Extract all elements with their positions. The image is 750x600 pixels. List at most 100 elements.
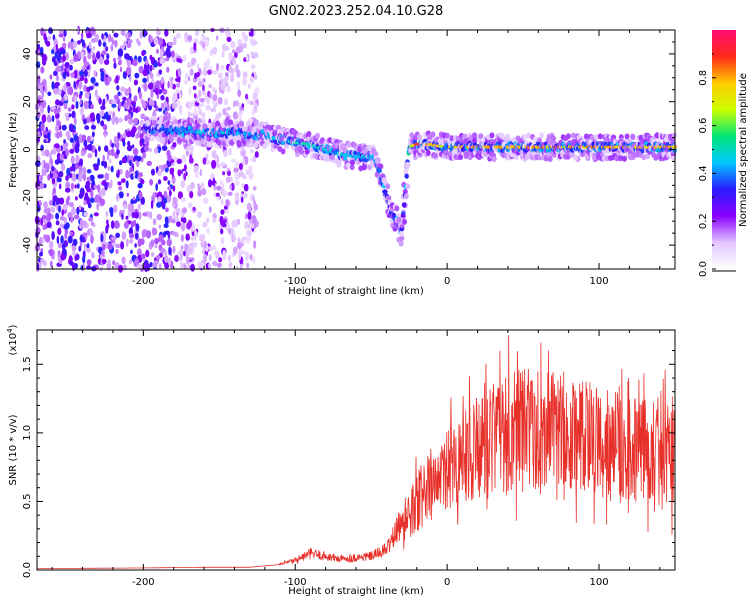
spectrogram-speckle	[235, 46, 241, 54]
spectrogram-speckle	[125, 238, 129, 248]
spectrogram-speckle	[206, 217, 210, 224]
spectrogram-speckle	[188, 157, 194, 164]
spectrogram-speckle	[145, 230, 152, 239]
spectrogram-speckle	[55, 43, 58, 51]
spectrogram-speckle	[241, 31, 246, 38]
spectrogram-halo	[265, 140, 271, 147]
spectrogram-speckle	[83, 100, 89, 110]
spectrogram-speckle	[158, 234, 164, 242]
spectrogram-speckle	[103, 124, 108, 131]
spectrogram-speckle	[141, 50, 146, 57]
snr-xlabel: Height of straight line (km)	[288, 586, 424, 597]
spectrogram-speckle	[136, 155, 142, 162]
spectrogram-speckle	[180, 180, 185, 189]
spectrogram-speckle	[163, 231, 166, 238]
spectrogram-xlabel: Height of straight line (km)	[288, 286, 424, 297]
spectrogram-speckle	[220, 237, 225, 245]
spectrogram-speckle	[251, 64, 256, 70]
spectrogram-speckle	[84, 244, 87, 252]
spectrogram-speckle	[84, 77, 88, 84]
spectrogram-speckle	[86, 135, 92, 143]
spectrogram-halo	[224, 120, 230, 127]
spectrogram-speckle	[87, 153, 93, 159]
spectrogram-speckle	[143, 62, 150, 72]
spectrogram-speckle	[231, 158, 236, 163]
spectrogram-speckle	[156, 27, 160, 34]
spectrogram-speckle	[253, 105, 257, 112]
spectrogram-speckle	[83, 200, 87, 206]
spectrogram-speckle	[39, 182, 45, 190]
spectrogram-speckle	[59, 223, 64, 229]
spectrogram-speckle	[248, 171, 254, 180]
spectrogram-speckle	[98, 145, 101, 152]
spectrogram-speckle	[73, 70, 78, 79]
spectrogram-speckle	[79, 70, 85, 77]
spectrogram-speckle	[178, 92, 182, 99]
spectrogram-halo	[228, 119, 234, 126]
spectrogram-speckle	[211, 245, 217, 251]
spectrogram-halo	[159, 114, 165, 121]
spectrogram-speckle	[215, 35, 219, 41]
spectrogram-speckle	[64, 93, 68, 100]
spectrogram-speckle	[37, 74, 41, 84]
spectrogram-speckle	[241, 174, 247, 180]
spectrogram-ytick-label: 40	[22, 48, 33, 61]
spectrogram-speckle	[71, 206, 76, 216]
spectrogram-speckle	[212, 70, 218, 75]
spectrogram-halo	[398, 240, 404, 247]
spectrogram-speckle	[167, 232, 171, 239]
spectrogram-speckle	[164, 207, 169, 213]
spectrogram-speckle	[51, 231, 55, 240]
spectrogram-halo	[216, 139, 222, 146]
spectrogram-speckle	[220, 228, 224, 235]
spectrogram-speckle	[119, 66, 123, 73]
spectrogram-speckle	[176, 57, 181, 63]
spectrogram-speckle	[114, 39, 118, 48]
spectrogram-speckle	[131, 211, 135, 219]
spectrogram-speckle	[69, 148, 75, 154]
spectrogram-speckle	[86, 187, 92, 193]
spectrogram-speckle	[201, 247, 205, 255]
spectrogram-speckle	[52, 195, 58, 203]
spectrogram-halo	[549, 134, 555, 141]
spectrogram-speckle	[78, 193, 84, 199]
spectrogram-speckle	[244, 213, 248, 220]
spectrogram-speckle	[172, 210, 176, 220]
spectrogram-speckle	[246, 98, 250, 105]
spectrogram-speckle	[50, 149, 56, 155]
spectrogram-speckle	[157, 148, 161, 153]
spectrogram-speckle	[58, 183, 62, 190]
spectrogram-speckle	[74, 144, 79, 153]
spectrogram-speckle	[163, 176, 168, 181]
spectrogram-speckle	[203, 197, 209, 204]
spectrogram-speckle	[217, 96, 223, 105]
spectrogram-speckle	[129, 166, 133, 173]
spectrogram-speckle	[149, 64, 153, 72]
spectrogram-speckle	[211, 159, 217, 169]
spectrogram-speckle	[75, 196, 78, 201]
spectrogram-speckle	[148, 147, 152, 153]
spectrogram-speckle	[91, 180, 95, 185]
spectrogram-speckle	[82, 232, 88, 238]
spectrogram-speckle	[83, 69, 88, 78]
spectrogram-speckle	[112, 260, 115, 265]
spectrogram-speckle	[84, 91, 90, 99]
spectrogram-core	[402, 203, 406, 208]
spectrogram-speckle	[235, 63, 239, 73]
spectrogram-speckle	[230, 40, 236, 49]
spectrogram-halo	[666, 151, 672, 158]
spectrogram-speckle	[51, 56, 56, 63]
spectrogram-speckle	[94, 89, 98, 98]
spectrogram-speckle	[255, 220, 259, 228]
spectrogram-speckle	[71, 104, 75, 110]
spectrogram-speckle	[234, 180, 240, 186]
spectrogram-speckle	[139, 31, 143, 39]
spectrogram-speckle	[111, 116, 116, 126]
spectrogram-speckle	[133, 211, 140, 219]
spectrogram-speckle	[102, 232, 107, 242]
spectrogram-speckle	[158, 164, 162, 170]
spectrogram-speckle	[38, 236, 43, 246]
spectrogram-speckle	[245, 252, 249, 259]
spectrogram-speckle	[145, 58, 149, 66]
spectrogram-speckle	[225, 199, 230, 207]
